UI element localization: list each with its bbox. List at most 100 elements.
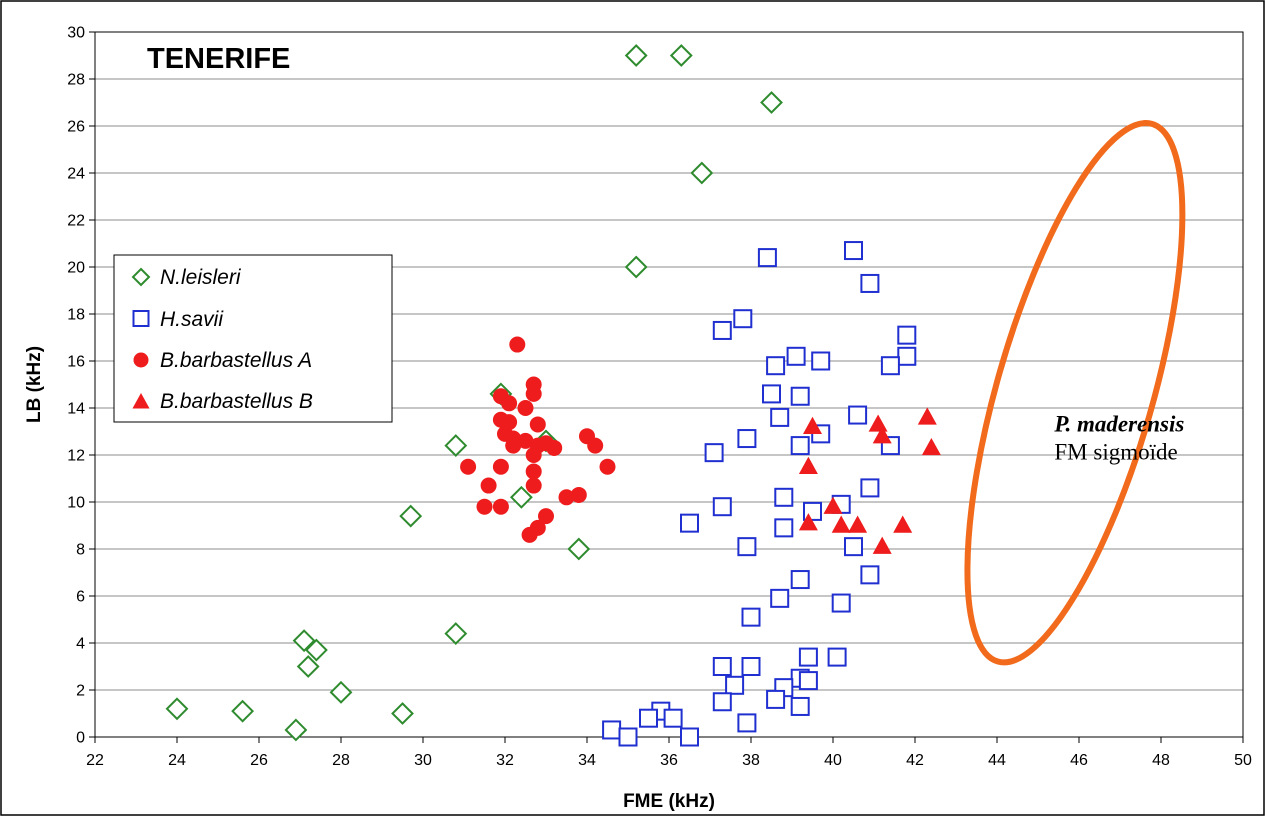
point-barbastellus-a (529, 416, 546, 433)
point-savii (725, 675, 745, 695)
x-axis: 22 24 26 28 30 32 34 36 38 40 42 44 46 48 50 (86, 737, 1252, 769)
annotation-type: FM sigmoïde (1054, 440, 1177, 465)
point-savii (798, 647, 818, 667)
point-savii (844, 241, 863, 261)
point-savii (737, 537, 757, 557)
x-tick-label: 32 (496, 752, 514, 769)
point-barbastellus-b (848, 515, 868, 533)
legend-box (113, 254, 393, 423)
legend-item-savii: H.savii (132, 308, 224, 331)
point-barbastellus-a (517, 400, 534, 416)
point-leisleri (624, 44, 648, 67)
legend-marker-triangle (132, 393, 150, 409)
point-barbastellus-a (525, 447, 542, 463)
point-savii (663, 708, 683, 728)
point-barbastellus-b (798, 456, 818, 474)
point-barbastellus-b (803, 416, 822, 434)
point-savii (774, 487, 794, 507)
annotation-species: P. maderensis (1053, 412, 1184, 437)
point-savii (680, 727, 699, 747)
point-savii (762, 384, 781, 404)
point-savii (811, 351, 831, 371)
point-leisleri (444, 434, 468, 458)
legend-item-barbastellus-b: B.barbastellus B (132, 390, 313, 413)
point-leisleri (690, 161, 714, 185)
point-savii (712, 657, 732, 676)
point-savii (712, 497, 732, 517)
point-leisleri (292, 629, 316, 653)
maderensis-ellipse (964, 120, 1186, 666)
legend-marker-circle (133, 352, 149, 368)
point-savii (880, 356, 900, 376)
y-tick-label: 8 (76, 542, 85, 559)
legend-marker-square (132, 310, 150, 327)
point-savii (831, 593, 851, 613)
x-tick-label: 46 (1070, 752, 1088, 769)
point-savii (639, 708, 658, 728)
point-leisleri (165, 697, 189, 721)
point-savii (737, 429, 757, 449)
point-barbastellus-a (525, 463, 542, 480)
point-savii (860, 273, 880, 293)
point-barbastellus-a (517, 432, 534, 449)
point-leisleri (669, 44, 693, 67)
point-barbastellus-a (587, 437, 604, 454)
point-leisleri (509, 485, 533, 509)
legend-label-leisleri: N.leisleri (160, 266, 242, 289)
x-tick-label: 22 (86, 752, 104, 769)
point-savii (741, 657, 761, 676)
y-tick-label: 12 (67, 448, 85, 465)
point-barbastellus-b (823, 496, 843, 514)
x-tick-label: 40 (824, 752, 842, 769)
chart-title: TENERIFE (147, 43, 290, 75)
y-tick-label: 26 (67, 119, 85, 136)
point-savii (770, 407, 790, 427)
point-leisleri (284, 718, 308, 742)
legend-label-barbastellus-b: B.barbastellus B (160, 390, 313, 413)
point-savii (844, 537, 863, 557)
point-savii (737, 713, 757, 733)
point-savii (897, 325, 917, 345)
point-savii (602, 720, 622, 740)
point-savii (741, 607, 761, 627)
y-tick-label: 4 (76, 636, 85, 653)
point-savii (766, 689, 786, 709)
x-tick-label: 24 (168, 752, 186, 769)
x-tick-label: 50 (1234, 752, 1252, 769)
y-tick-label: 22 (67, 213, 85, 230)
y-tick-label: 2 (76, 683, 85, 700)
point-barbastellus-a (546, 439, 563, 456)
x-tick-label: 34 (578, 752, 596, 769)
point-savii (897, 346, 917, 366)
point-savii (766, 356, 786, 376)
point-savii (733, 309, 753, 329)
y-tick-label: 14 (67, 401, 85, 418)
y-tick-label: 6 (76, 589, 85, 606)
point-leisleri (296, 655, 320, 678)
point-savii (790, 386, 810, 406)
point-leisleri (391, 702, 414, 725)
y-tick-label: 28 (67, 72, 85, 89)
point-barbastellus-a (525, 477, 542, 494)
legend-marker-diamond (131, 267, 151, 287)
x-tick-label: 28 (332, 752, 350, 769)
y-tick-label: 0 (76, 730, 85, 747)
point-barbastellus-a (521, 526, 538, 543)
point-leisleri (304, 638, 328, 662)
point-barbastellus-b (921, 437, 941, 456)
legend-item-barbastellus-a: B.barbastellus A (133, 349, 312, 372)
point-barbastellus-a (558, 489, 575, 506)
point-savii (860, 565, 880, 585)
y-tick-label: 18 (67, 307, 85, 324)
point-leisleri (567, 537, 591, 561)
point-savii (848, 405, 868, 425)
point-barbastellus-a (501, 395, 518, 412)
point-barbastellus-b (893, 515, 913, 533)
point-leisleri (231, 699, 255, 723)
y-tick-label: 20 (67, 260, 85, 277)
point-savii (704, 443, 724, 463)
point-barbastellus-a (492, 458, 509, 475)
point-savii (712, 320, 732, 340)
